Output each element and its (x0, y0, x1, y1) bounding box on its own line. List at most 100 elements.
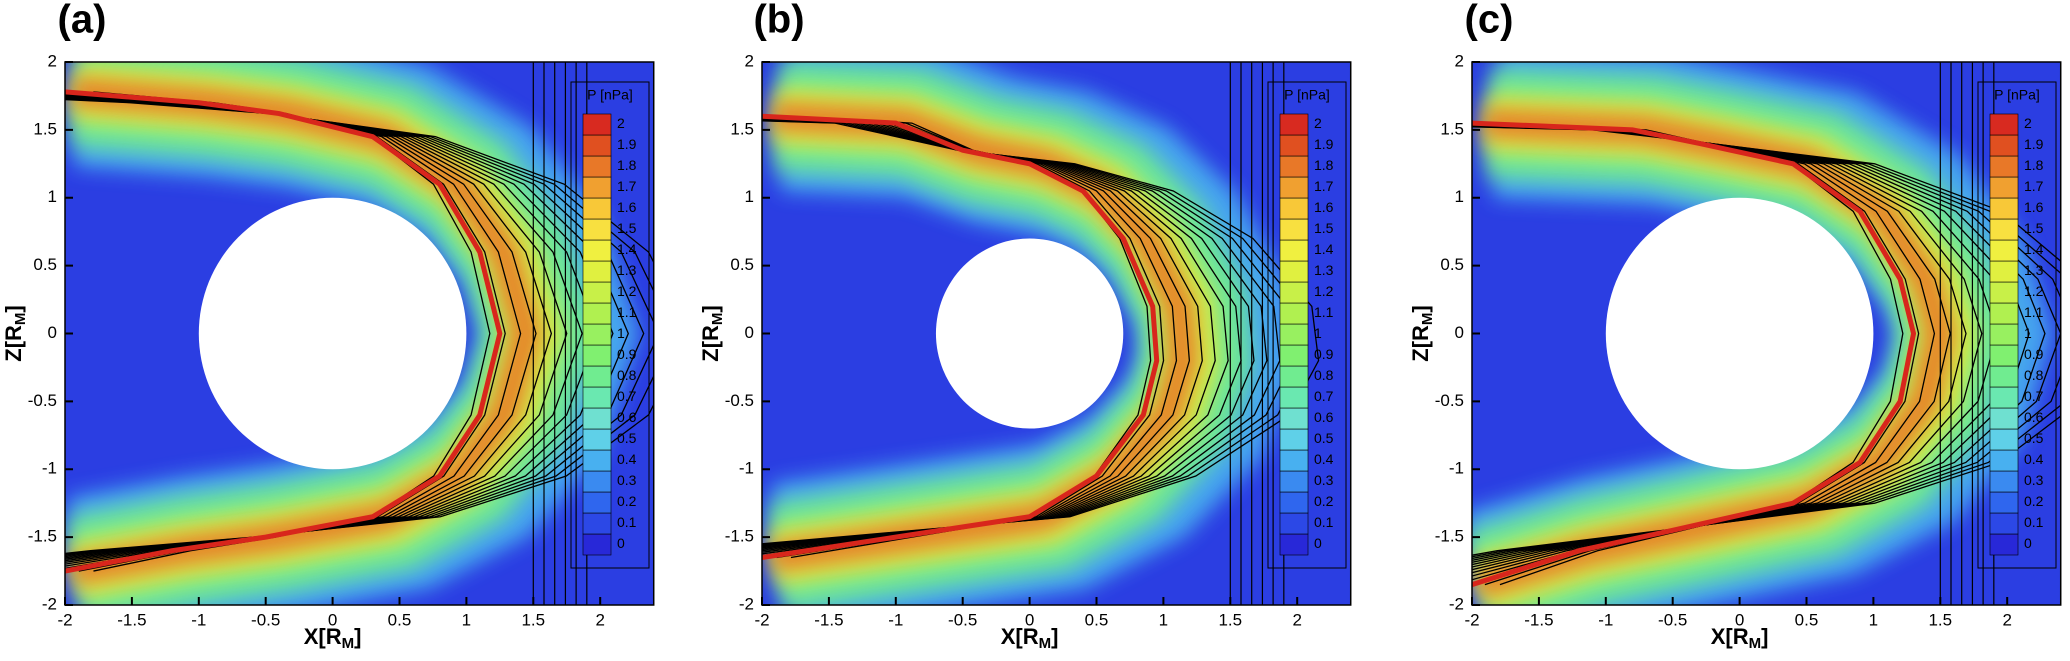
plot-area (1472, 62, 2061, 605)
colorbar-swatch (1279, 113, 1309, 136)
colorbar-tick-label: 0.7 (617, 388, 637, 404)
colorbar-tick-label: 0.6 (2024, 409, 2044, 425)
colorbar-swatch (1279, 365, 1309, 388)
colorbar-tick-label: 0.3 (617, 472, 637, 488)
colorbar-swatch (1989, 134, 2019, 157)
colorbar-swatch (582, 155, 612, 178)
colorbar-swatch (1279, 533, 1309, 556)
colorbar-tick-label: 1.9 (617, 136, 637, 152)
label-part: M (1749, 635, 1762, 652)
colorbar-swatch (582, 323, 612, 346)
colorbar-swatch (1279, 176, 1309, 199)
colorbar-tick-label: 0.4 (1314, 451, 1334, 467)
x-tick-label: 0.5 (1795, 610, 1819, 629)
y-tick-label: 2 (1455, 51, 1464, 70)
colorbar-tick-label: 1.6 (2024, 199, 2044, 215)
colorbar-swatch (1279, 344, 1309, 367)
y-tick-label: 1.5 (730, 119, 754, 138)
colorbar-tick-label: 1.3 (1314, 262, 1334, 278)
label-part: X[R (1001, 624, 1039, 649)
colorbar-tick-label: 0.5 (2024, 430, 2044, 446)
colorbar-tick-label: 0 (2024, 535, 2032, 551)
colorbar-tick-label: 0.1 (1314, 514, 1334, 530)
colorbar-tick-label: 1.9 (2024, 136, 2044, 152)
plot-area (65, 62, 654, 605)
colorbar-tick-label: 1.2 (2024, 283, 2044, 299)
colorbar-swatch (1279, 197, 1309, 220)
label-part: X[R (304, 624, 342, 649)
colorbar-tick-label: 1.6 (1314, 199, 1334, 215)
x-tick-label: -0.5 (948, 610, 977, 629)
y-tick-label: -1.5 (28, 527, 57, 546)
label-part: Z[R (1408, 325, 1433, 362)
y-tick-label: 1 (1455, 187, 1464, 206)
colorbar-swatch (1989, 218, 2019, 241)
colorbar-swatch (582, 491, 612, 514)
colorbar-tick-label: 1.3 (617, 262, 637, 278)
label-part: ] (1, 305, 26, 312)
x-axis-label: X[RM] (1711, 624, 1769, 652)
colorbar-swatch (1279, 134, 1309, 157)
panel-label: (c) (1465, 0, 1514, 42)
colorbar-tick-label: 0 (1314, 535, 1322, 551)
colorbar-swatch (582, 260, 612, 283)
label-part: ] (1408, 305, 1433, 312)
colorbar-swatch (582, 512, 612, 535)
colorbar-tick-label: 1.6 (617, 199, 637, 215)
colorbar-tick-label: 1 (1314, 325, 1322, 341)
colorbar-swatch (1989, 260, 2019, 283)
y-tick-label: 2 (48, 51, 57, 70)
boundary-line (762, 113, 1160, 560)
colorbar-tick-label: 1.8 (1314, 157, 1334, 173)
y-tick-label: -2 (1449, 594, 1464, 613)
x-tick-label: -1 (888, 610, 903, 629)
colorbar-tick-label: 1.1 (2024, 304, 2044, 320)
colorbar-title: P [nPa] (1994, 87, 2040, 103)
colorbar-tick-label: 0.1 (617, 514, 637, 530)
colorbar-swatch (582, 407, 612, 430)
y-tick-label: 1.5 (1440, 119, 1464, 138)
colorbar-swatch (582, 197, 612, 220)
colorbar-tick-label: 0.5 (1314, 430, 1334, 446)
colorbar-tick-label: 0.2 (2024, 493, 2044, 509)
x-tick-label: 1.5 (1218, 610, 1242, 629)
y-tick-label: 1.5 (33, 119, 57, 138)
colorbar-swatch (1279, 428, 1309, 451)
colorbar-swatch (1989, 113, 2019, 136)
x-tick-label: 1 (1869, 610, 1878, 629)
label-part: Z[R (1, 325, 26, 362)
label-part: ] (1761, 624, 1768, 649)
colorbar-swatch (1989, 176, 2019, 199)
panel: -2 -1.5 -1 -0.5 0 0.5 1 1.5 2 -2 -1.5 -1 -0.5 0 0.5 1 1.… (1, 0, 655, 652)
colorbar-swatch (1279, 281, 1309, 304)
colorbar-swatch (582, 449, 612, 472)
y-axis-label: Z[RM] (1408, 305, 1436, 361)
colorbar-swatch (1989, 239, 2019, 262)
colorbar-swatch (1279, 386, 1309, 409)
x-tick-label: 0.5 (388, 610, 412, 629)
colorbar-swatch (1279, 155, 1309, 178)
x-tick-label: -1.5 (117, 610, 146, 629)
plot-area (762, 62, 1351, 605)
colorbar-swatch (582, 386, 612, 409)
colorbar-swatch (1279, 260, 1309, 283)
label-part: M (1419, 313, 1436, 326)
y-tick-label: -2 (739, 594, 754, 613)
colorbar-swatch (1989, 323, 2019, 346)
colorbar-swatch (1989, 197, 2019, 220)
colorbar-frame (1267, 81, 1347, 569)
colorbar-swatch (1989, 428, 2019, 451)
y-tick-label: 1 (745, 187, 754, 206)
y-tick-label: 0 (48, 323, 57, 342)
x-tick-label: -2 (57, 610, 72, 629)
colorbar-tick-label: 0.8 (617, 367, 637, 383)
colorbar-swatch (1989, 491, 2019, 514)
colorbar-tick-label: 1.7 (1314, 178, 1334, 194)
colorbar-tick-label: 0.9 (1314, 346, 1334, 362)
panel: -2 -1.5 -1 -0.5 0 0.5 1 1.5 2 -2 -1.5 -1 -0.5 0 0.5 1 1.… (1408, 0, 2062, 652)
y-tick-label: 0.5 (730, 255, 754, 274)
colorbar-tick-label: 1.1 (617, 304, 637, 320)
colorbar-tick-label: 1.4 (2024, 241, 2044, 257)
x-tick-label: -1 (191, 610, 206, 629)
colorbar-swatch (582, 533, 612, 556)
